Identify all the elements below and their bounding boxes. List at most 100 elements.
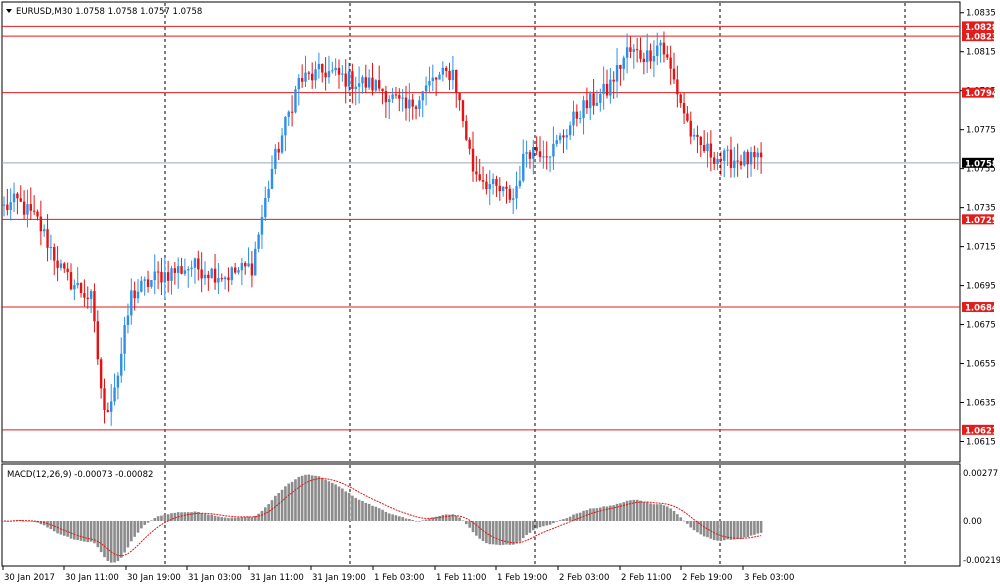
candle-body [207,274,210,279]
candle-body [12,193,16,203]
macd-bar [706,520,709,538]
macd-bar [478,520,481,539]
macd-indicator [2,474,763,563]
candle-body [136,291,140,299]
macd-bar [408,519,411,521]
horizontal-levels[interactable] [2,25,960,431]
candle-body [528,152,532,159]
candle-body [589,93,592,109]
macd-bar [146,520,150,523]
price-tick-label: 1.0695 [966,282,996,292]
macd-bar [297,476,301,521]
macd-bar [394,515,398,521]
candle-body [649,50,652,62]
candle-body [713,157,716,164]
macd-bar [629,500,632,521]
candle-body [461,100,465,122]
candle-body [213,268,217,283]
macd-bar [609,505,612,521]
macd-bar [119,520,123,558]
candle-body [434,77,438,80]
macd-bar [334,484,337,521]
candle-body [113,387,116,402]
level-price-tag-text: 1.0823 [965,33,998,43]
candle-body [428,80,431,86]
candle-body [254,248,257,276]
candlestick-series [2,31,763,426]
macd-bar [200,513,203,521]
candle-body [538,151,542,158]
candle-body [223,277,227,280]
candle-body [341,73,344,75]
macd-bar [676,514,679,521]
time-label: 2 Feb 03:00 [559,573,609,583]
macd-bar [186,512,190,521]
level-price-tag [962,302,994,313]
macd-bar [153,518,157,521]
macd-bar [542,520,545,527]
macd-bar [93,520,96,544]
macd-bar [160,515,163,521]
macd-bar [642,501,646,521]
candle-body [451,69,455,81]
macd-bar [655,504,659,521]
candle-body [270,168,274,189]
macd-bar [515,520,518,544]
macd-bar [240,516,244,521]
macd-bar [488,520,492,545]
candle-body [280,135,284,153]
macd-bar [150,520,153,522]
macd-bar [317,476,321,521]
candle-body [716,158,719,164]
price-tick-label: 1.0755 [966,165,996,175]
candle-body [679,94,682,104]
candle-body [297,78,300,90]
candle-body [572,111,575,126]
candle-body [575,111,579,119]
candle-body [431,77,434,81]
macd-bar [190,512,193,521]
candle-body [300,78,304,82]
time-label: 1 Feb 03:00 [374,573,424,583]
time-label: 1 Feb 19:00 [497,573,547,583]
candle-body [632,49,635,52]
macd-bar [548,520,552,525]
candle-body [756,152,759,158]
candle-body [227,277,230,281]
macd-bar [699,520,703,535]
level-price-tag [962,87,994,98]
macd-bar [213,515,217,521]
candle-body [374,80,378,91]
macd-bar [180,512,183,521]
macd-bar [398,516,401,521]
candle-body [237,270,240,273]
candle-body [602,83,605,94]
candle-body [29,204,32,211]
macd-bar [414,520,418,522]
macd-bar [76,520,79,541]
candle-body [672,68,676,80]
macd-bar [253,515,257,521]
macd-bar [136,520,140,533]
macd-bar [371,505,374,521]
candle-body [548,156,552,158]
macd-bar [260,510,264,521]
symbol-dropdown-icon[interactable] [6,9,12,13]
candle-body [150,280,153,287]
candle-body [642,58,646,63]
time-label: 1 Feb 11:00 [436,573,486,583]
candle-body [739,161,743,166]
macd-bar [689,520,693,528]
candle-body [659,42,662,46]
candle-body [558,135,562,141]
candle-body [669,57,672,69]
macd-bar [454,515,458,521]
macd-bar [719,520,723,542]
macd-bar [170,513,173,521]
macd-bar [347,492,351,521]
macd-bar [753,520,756,535]
macd-bar [428,518,431,521]
candle-body [143,279,146,281]
